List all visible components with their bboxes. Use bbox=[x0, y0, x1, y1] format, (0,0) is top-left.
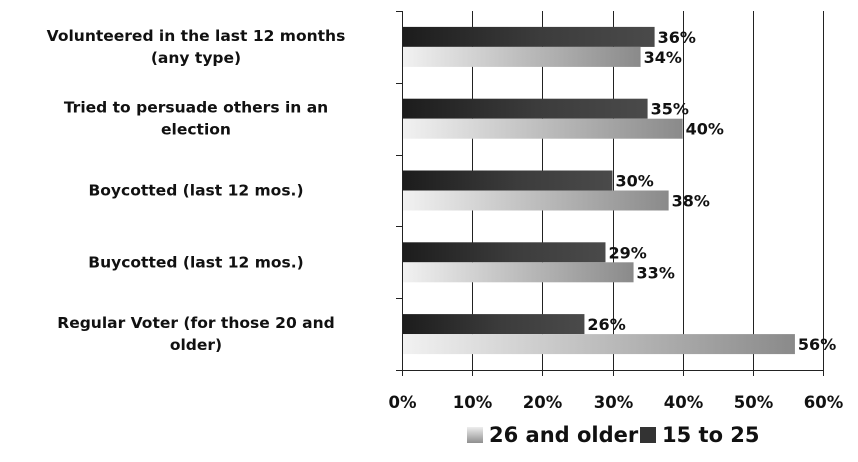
bar bbox=[402, 46, 641, 67]
data-label: 38% bbox=[672, 192, 710, 211]
category-label: Regular Voter (for those 20 and older) bbox=[57, 314, 334, 354]
category-label-line: Regular Voter (for those 20 and bbox=[57, 314, 334, 332]
category-label-line: Tried to persuade others in an bbox=[64, 99, 328, 117]
category-label-line: Boycotted (last 12 mos.) bbox=[88, 182, 303, 200]
bar bbox=[402, 242, 606, 263]
category-label-line: Buycotted (last 12 mos.) bbox=[88, 253, 303, 271]
bar bbox=[402, 118, 683, 139]
data-label: 33% bbox=[637, 263, 675, 282]
category-label-line: (any type) bbox=[151, 49, 241, 67]
legend-label: 26 and older bbox=[489, 423, 639, 447]
data-label: 56% bbox=[798, 335, 836, 354]
x-tick-label: 30% bbox=[594, 393, 634, 412]
category-label-line: older) bbox=[170, 336, 222, 354]
data-label: 30% bbox=[616, 172, 654, 191]
bar bbox=[402, 170, 613, 191]
bar bbox=[402, 262, 634, 283]
bars bbox=[402, 26, 795, 355]
bar bbox=[402, 98, 648, 119]
data-label: 34% bbox=[644, 48, 682, 67]
legend-swatch bbox=[467, 427, 483, 443]
legend-label: 15 to 25 bbox=[662, 423, 760, 447]
x-tick-label: 40% bbox=[664, 393, 704, 412]
legend-swatch bbox=[640, 427, 656, 443]
category-label-line: Volunteered in the last 12 months bbox=[47, 27, 346, 45]
axes bbox=[396, 11, 824, 376]
labels: 36%34%35%40%30%38%29%33%26%56%0% 10% 20% 30… bbox=[47, 27, 844, 412]
category-label: Tried to persuade others in an election bbox=[64, 99, 328, 139]
category-label: Buycotted (last 12 mos.) bbox=[88, 253, 303, 271]
category-label-line: election bbox=[161, 121, 231, 139]
bar bbox=[402, 334, 795, 355]
data-label: 29% bbox=[608, 243, 646, 262]
x-tick-label: 60% bbox=[804, 393, 844, 412]
x-tick-label: 20% bbox=[523, 393, 563, 412]
bar bbox=[402, 314, 585, 335]
x-tick-label: 0% bbox=[388, 393, 416, 412]
bar bbox=[402, 26, 655, 47]
data-label: 26% bbox=[587, 315, 625, 334]
x-tick-label: 10% bbox=[453, 393, 493, 412]
data-label: 36% bbox=[658, 28, 696, 47]
category-label: Volunteered in the last 12 months (any ty… bbox=[47, 27, 346, 67]
x-tick-label: 50% bbox=[734, 393, 774, 412]
bar bbox=[402, 190, 669, 211]
data-label: 40% bbox=[686, 120, 724, 139]
legend: 26 and older 15 to 25 bbox=[467, 423, 760, 447]
category-label: Boycotted (last 12 mos.) bbox=[88, 182, 303, 200]
data-label: 35% bbox=[651, 100, 689, 119]
